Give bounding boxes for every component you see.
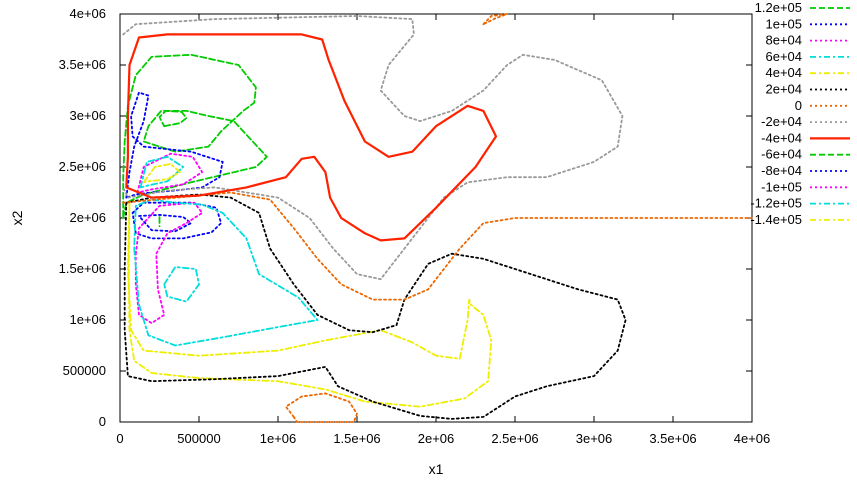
legend: 1.2e+051e+058e+046e+044e+042e+040-2e+04-…: [750, 0, 850, 227]
y-tick-label-8: 4e+06: [69, 6, 106, 21]
contour-line-0-1: [158, 110, 188, 128]
contour-line-6-1: [284, 392, 358, 423]
y-tick-label-3: 1.5e+06: [59, 261, 106, 276]
y-tick-label-2: 1e+06: [69, 312, 106, 327]
x-tick-label-5: 2.5e+06: [491, 431, 538, 446]
y-tick-label-7: 3.5e+06: [59, 57, 106, 72]
legend-label-10: -8e+04: [761, 163, 802, 178]
x-axis-title: x1: [429, 461, 444, 477]
x-tick-label-3: 1.5e+06: [333, 431, 380, 446]
legend-label-6: 0: [795, 98, 802, 113]
contour-line-4-1: [142, 162, 181, 184]
x-tick-label-8: 4e+06: [734, 431, 771, 446]
legend-label-4: 4e+04: [765, 65, 802, 80]
axis-ticks: 0 500000 1e+06 1.5e+06 2e+06 2.5e+06 3e+06 3.5e…: [59, 6, 771, 446]
contour-line-4-0: [127, 201, 493, 408]
contour-line-6-2: [482, 13, 509, 26]
contour-line-1-1: [131, 201, 223, 240]
legend-label-11: -1e+05: [761, 179, 802, 194]
y-tick-label-6: 3e+06: [69, 108, 106, 123]
x-tick-label-7: 3.5e+06: [649, 431, 696, 446]
x-tick-label-4: 2e+06: [418, 431, 455, 446]
legend-label-2: 8e+04: [765, 33, 802, 48]
x-tick-label-1: 500000: [177, 431, 220, 446]
legend-label-8: -4e+04: [761, 130, 802, 145]
legend-label-9: -6e+04: [761, 147, 802, 162]
legend-label-1: 1e+05: [765, 16, 802, 31]
contour-line-1-2: [138, 213, 193, 233]
legend-label-0: 1.2e+05: [755, 0, 802, 15]
contour-line-7-0: [122, 15, 624, 281]
legend-label-13: -1.4e+05: [750, 212, 802, 227]
legend-label-12: -1.2e+05: [750, 196, 802, 211]
contour-line-2-1: [134, 201, 204, 325]
y-tick-label-4: 2e+06: [69, 210, 106, 225]
legend-label-3: 6e+04: [765, 49, 802, 64]
x-tick-label-6: 3e+06: [576, 431, 613, 446]
contour-line-3-2: [163, 266, 200, 303]
x-tick-label-0: 0: [116, 431, 123, 446]
contour-line-3-1: [133, 198, 319, 347]
contour-line-0-0: [122, 53, 268, 219]
y-tick-label-0: 0: [99, 414, 106, 429]
y-axis-title: x2: [9, 210, 25, 225]
contour-line-3-0: [139, 155, 185, 189]
legend-label-5: 2e+04: [765, 82, 802, 97]
x-tick-label-2: 1e+06: [260, 431, 297, 446]
y-tick-label-5: 2.5e+06: [59, 159, 106, 174]
contour-line-5-0: [123, 193, 627, 420]
contour-line-6-0: [122, 191, 753, 301]
contour-lines: [122, 13, 753, 423]
y-tick-label-1: 500000: [63, 363, 106, 378]
legend-label-7: -2e+04: [761, 114, 802, 129]
contour-line-8-0: [125, 33, 498, 242]
contour-line-2-0: [136, 152, 204, 194]
